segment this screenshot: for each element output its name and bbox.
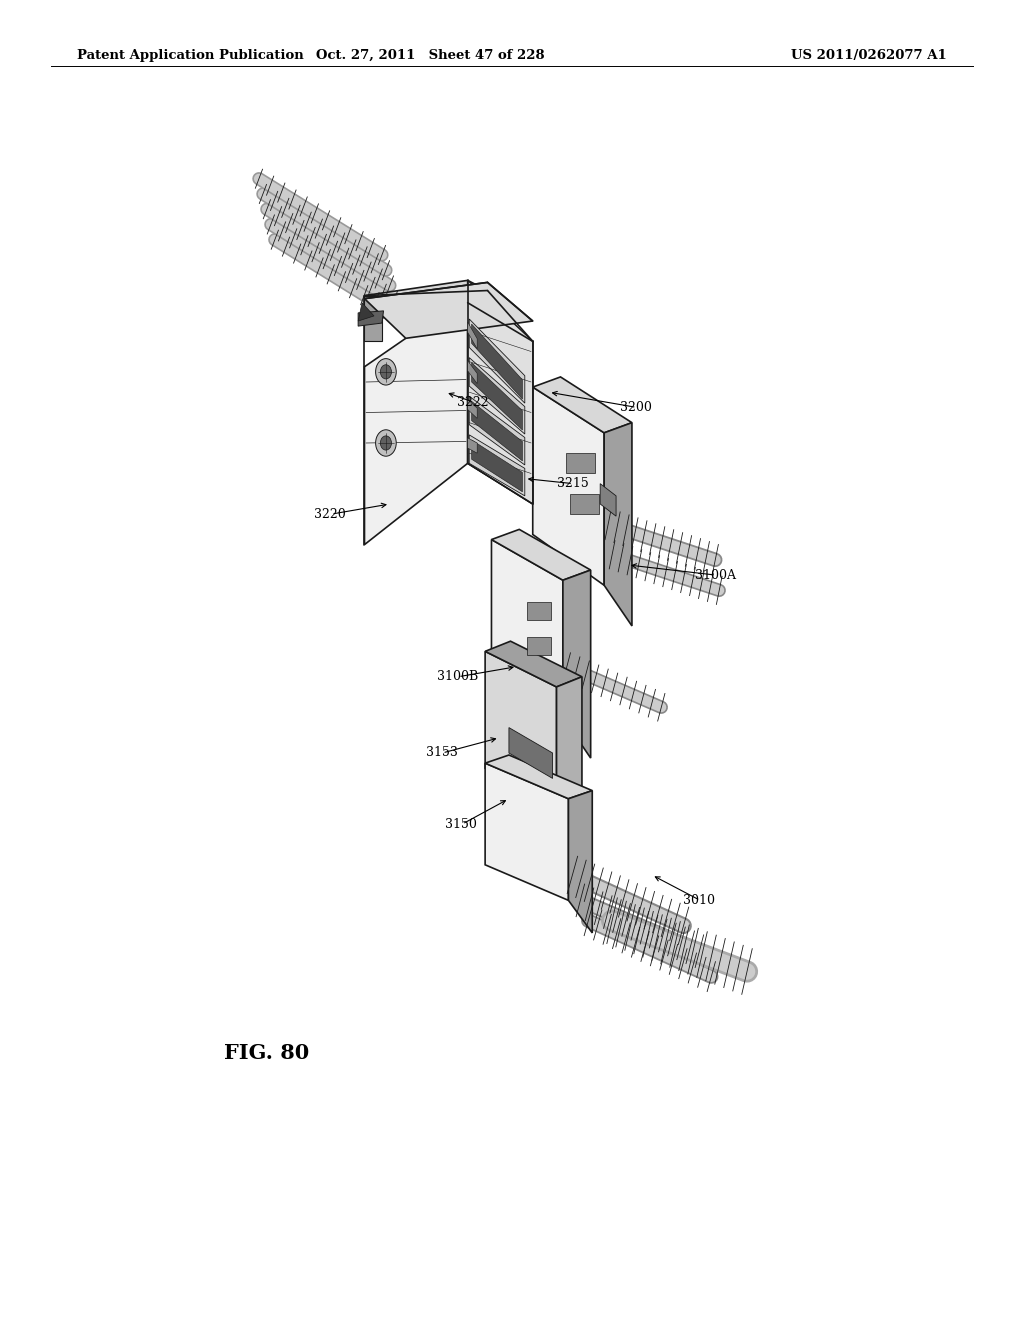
Polygon shape (468, 322, 477, 348)
Polygon shape (557, 677, 582, 840)
Polygon shape (468, 360, 477, 384)
Polygon shape (468, 399, 477, 418)
Text: FIG. 80: FIG. 80 (224, 1043, 309, 1063)
Polygon shape (358, 312, 384, 326)
Polygon shape (485, 755, 592, 799)
Polygon shape (532, 387, 604, 585)
Polygon shape (358, 302, 374, 321)
Bar (527, 602, 551, 620)
Polygon shape (472, 325, 522, 399)
Circle shape (380, 436, 391, 450)
Text: 3220: 3220 (314, 508, 346, 520)
Text: Patent Application Publication: Patent Application Publication (77, 49, 303, 62)
Polygon shape (485, 642, 582, 686)
Polygon shape (469, 319, 524, 403)
Text: 3010: 3010 (683, 894, 716, 907)
Text: 3200: 3200 (620, 401, 652, 414)
Text: 3153: 3153 (426, 747, 458, 759)
Polygon shape (469, 358, 524, 434)
Polygon shape (469, 434, 524, 496)
Polygon shape (532, 378, 632, 433)
Circle shape (376, 359, 396, 385)
Bar (570, 494, 599, 515)
Polygon shape (472, 401, 522, 461)
Bar (566, 453, 595, 474)
Text: 3150: 3150 (445, 817, 477, 830)
Polygon shape (365, 296, 468, 545)
Polygon shape (365, 296, 382, 342)
Text: 3215: 3215 (556, 477, 589, 490)
Polygon shape (485, 763, 568, 900)
Polygon shape (468, 280, 532, 504)
Polygon shape (604, 422, 632, 626)
Polygon shape (492, 529, 591, 581)
Polygon shape (509, 727, 553, 779)
Polygon shape (468, 438, 477, 453)
Bar (527, 638, 551, 656)
Text: Oct. 27, 2011  Sheet 47 of 228: Oct. 27, 2011 Sheet 47 of 228 (315, 49, 545, 62)
Polygon shape (600, 483, 616, 516)
Polygon shape (563, 570, 591, 758)
Polygon shape (469, 396, 524, 465)
Text: 3222: 3222 (458, 396, 489, 409)
Polygon shape (492, 540, 563, 718)
Circle shape (376, 430, 396, 457)
Text: 3100A: 3100A (694, 569, 736, 582)
Polygon shape (472, 363, 522, 430)
Polygon shape (468, 280, 532, 504)
Polygon shape (365, 282, 532, 338)
Polygon shape (365, 280, 487, 306)
Text: US 2011/0262077 A1: US 2011/0262077 A1 (792, 49, 947, 62)
Polygon shape (485, 651, 557, 804)
Polygon shape (568, 791, 592, 933)
Circle shape (380, 364, 391, 379)
Polygon shape (472, 440, 522, 492)
Text: 3100B: 3100B (436, 671, 478, 684)
